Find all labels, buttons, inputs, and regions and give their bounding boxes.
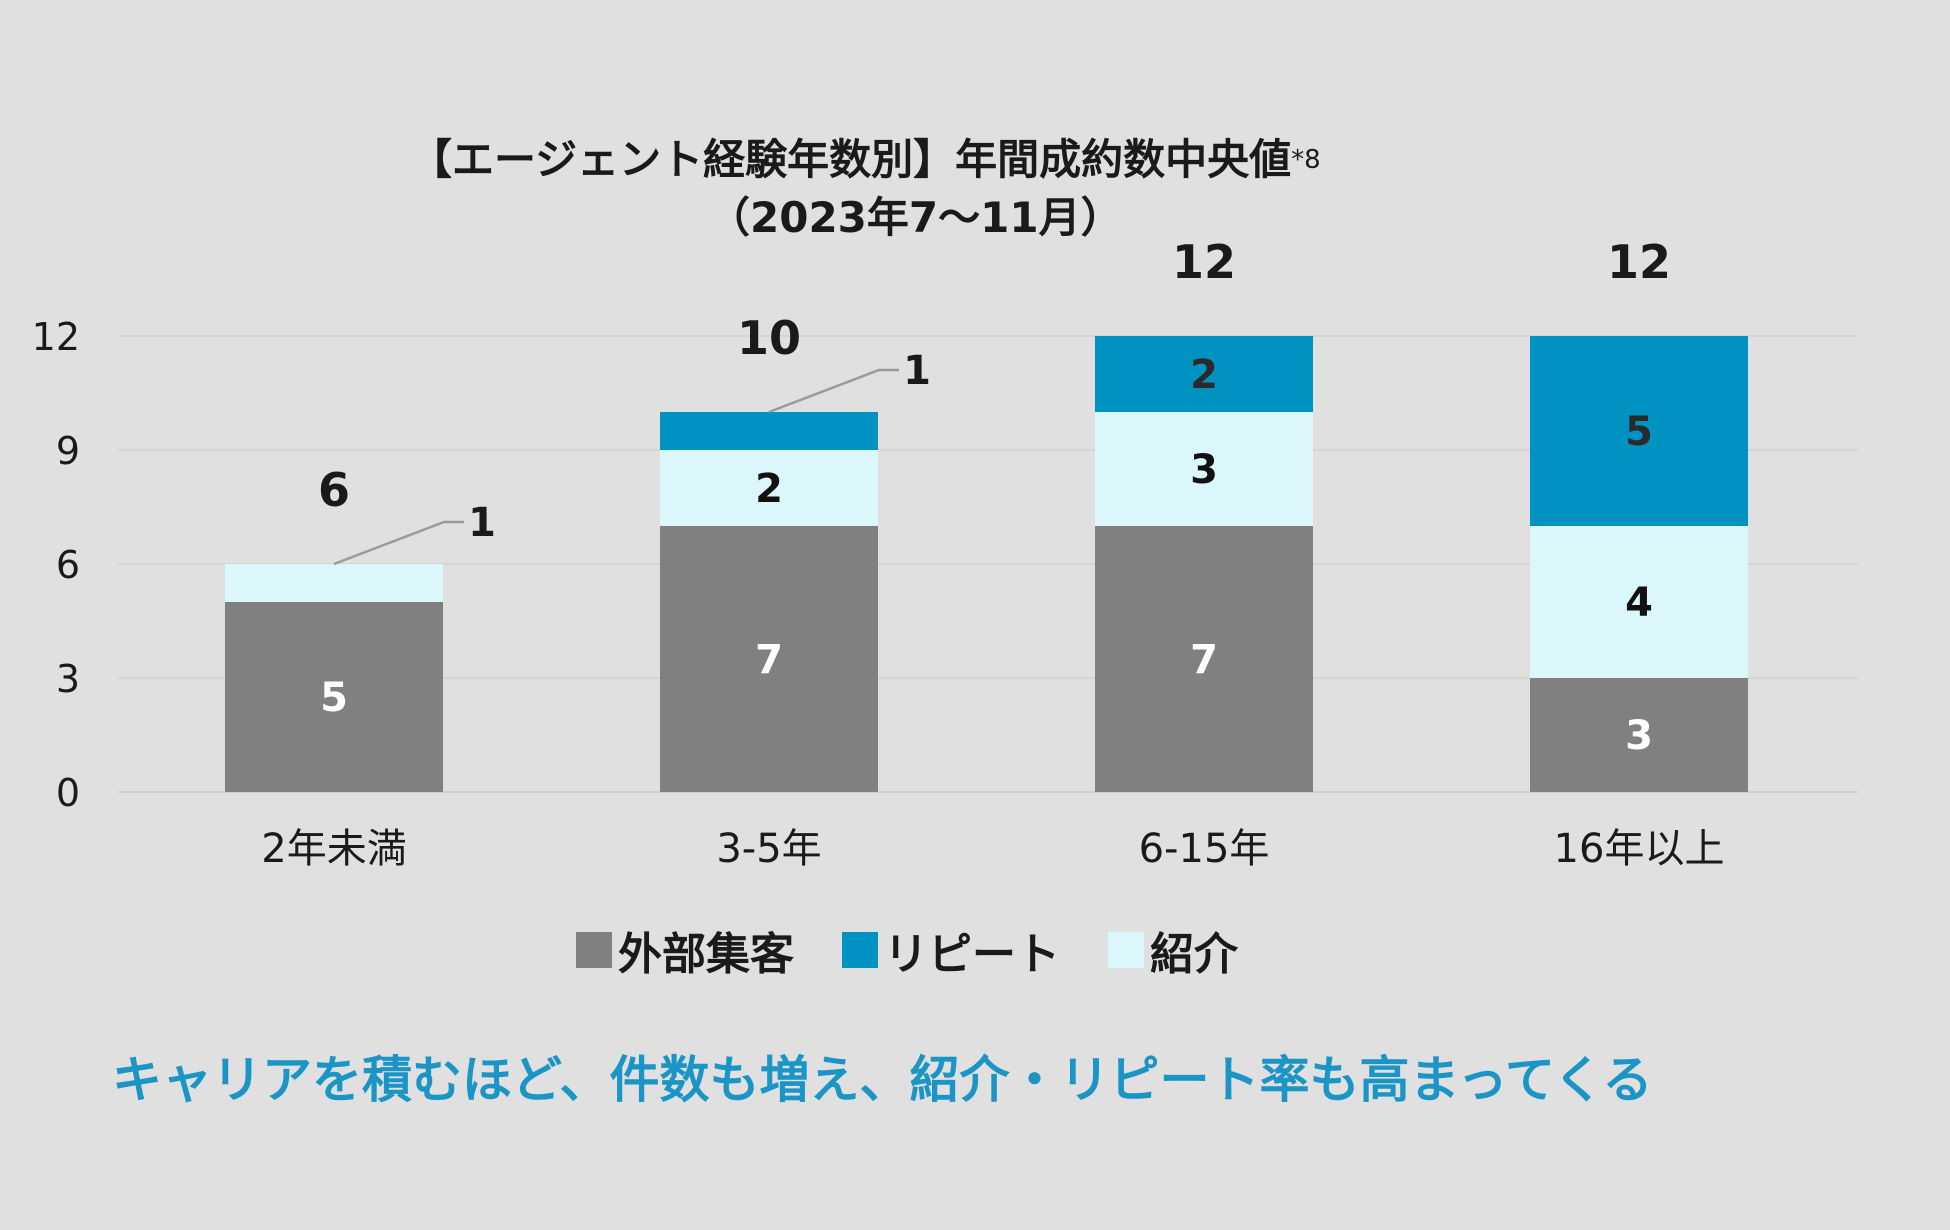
bar-segment xyxy=(660,526,878,792)
x-category-label: 6-15年 xyxy=(1139,826,1270,872)
segment-label: 5 xyxy=(320,675,348,721)
legend-item-repeat: リピート xyxy=(842,918,1060,982)
segment-label: 5 xyxy=(1625,409,1653,455)
y-tick-label: 0 xyxy=(56,771,80,815)
y-tick-label: 3 xyxy=(56,657,80,701)
bar-total-label: 10 xyxy=(737,311,801,365)
legend-label-repeat: リピート xyxy=(884,929,1060,980)
legend-swatch-referral xyxy=(1108,932,1144,968)
bar-segment xyxy=(1530,678,1748,792)
bar-segment xyxy=(1095,526,1313,792)
legend-swatch-outside xyxy=(576,932,612,968)
leader-line xyxy=(768,368,899,414)
chart-title: 【エージェント経験年数別】年間成約数中央値*8 xyxy=(410,126,1321,187)
legend-item-referral: 紹介 xyxy=(1108,918,1238,982)
legend-item-outside: 外部集客 xyxy=(576,918,794,982)
segment-label: 1 xyxy=(903,348,931,394)
bar-segment xyxy=(1530,336,1748,526)
chart-title-text: 【エージェント経験年数別】年間成約数中央値 xyxy=(410,135,1292,184)
segment-label: 4 xyxy=(1625,580,1653,626)
bar-segment xyxy=(660,412,878,450)
legend-label-referral: 紹介 xyxy=(1150,929,1238,980)
legend-swatch-repeat xyxy=(842,932,878,968)
bar-total-label: 12 xyxy=(1607,235,1671,289)
bar-segment xyxy=(1530,526,1748,678)
y-tick-label: 12 xyxy=(32,315,80,359)
segment-label: 1 xyxy=(468,500,496,546)
segment-label: 2 xyxy=(755,466,783,512)
bar-segment xyxy=(225,564,443,602)
bar-segment xyxy=(225,602,443,792)
segment-label: 2 xyxy=(1190,352,1218,398)
y-tick-label: 6 xyxy=(56,543,80,587)
x-category-label: 3-5年 xyxy=(716,826,821,872)
chart-subtitle: （2023年7～11月） xyxy=(708,193,1123,242)
bar-total-label: 6 xyxy=(318,463,350,517)
bar-segment xyxy=(1095,336,1313,412)
segment-label: 7 xyxy=(755,637,783,683)
leader-line xyxy=(333,520,464,566)
y-tick-label: 9 xyxy=(56,429,80,473)
segment-label: 3 xyxy=(1625,713,1653,759)
x-category-label: 2年未満 xyxy=(261,826,406,872)
bar-total-label: 12 xyxy=(1172,235,1236,289)
segment-label: 3 xyxy=(1190,447,1218,493)
legend: 外部集客 リピート 紹介 xyxy=(576,918,1238,982)
segment-label: 7 xyxy=(1190,637,1218,683)
caption: キャリアを積むほど、件数も増え、紹介・リピート率も高まってくる xyxy=(112,1051,1653,1109)
x-category-label: 16年以上 xyxy=(1554,826,1725,872)
bar-segment xyxy=(660,450,878,526)
legend-label-outside: 外部集客 xyxy=(618,929,794,980)
bar-segment xyxy=(1095,412,1313,526)
chart-title-note: *8 xyxy=(1291,145,1321,175)
